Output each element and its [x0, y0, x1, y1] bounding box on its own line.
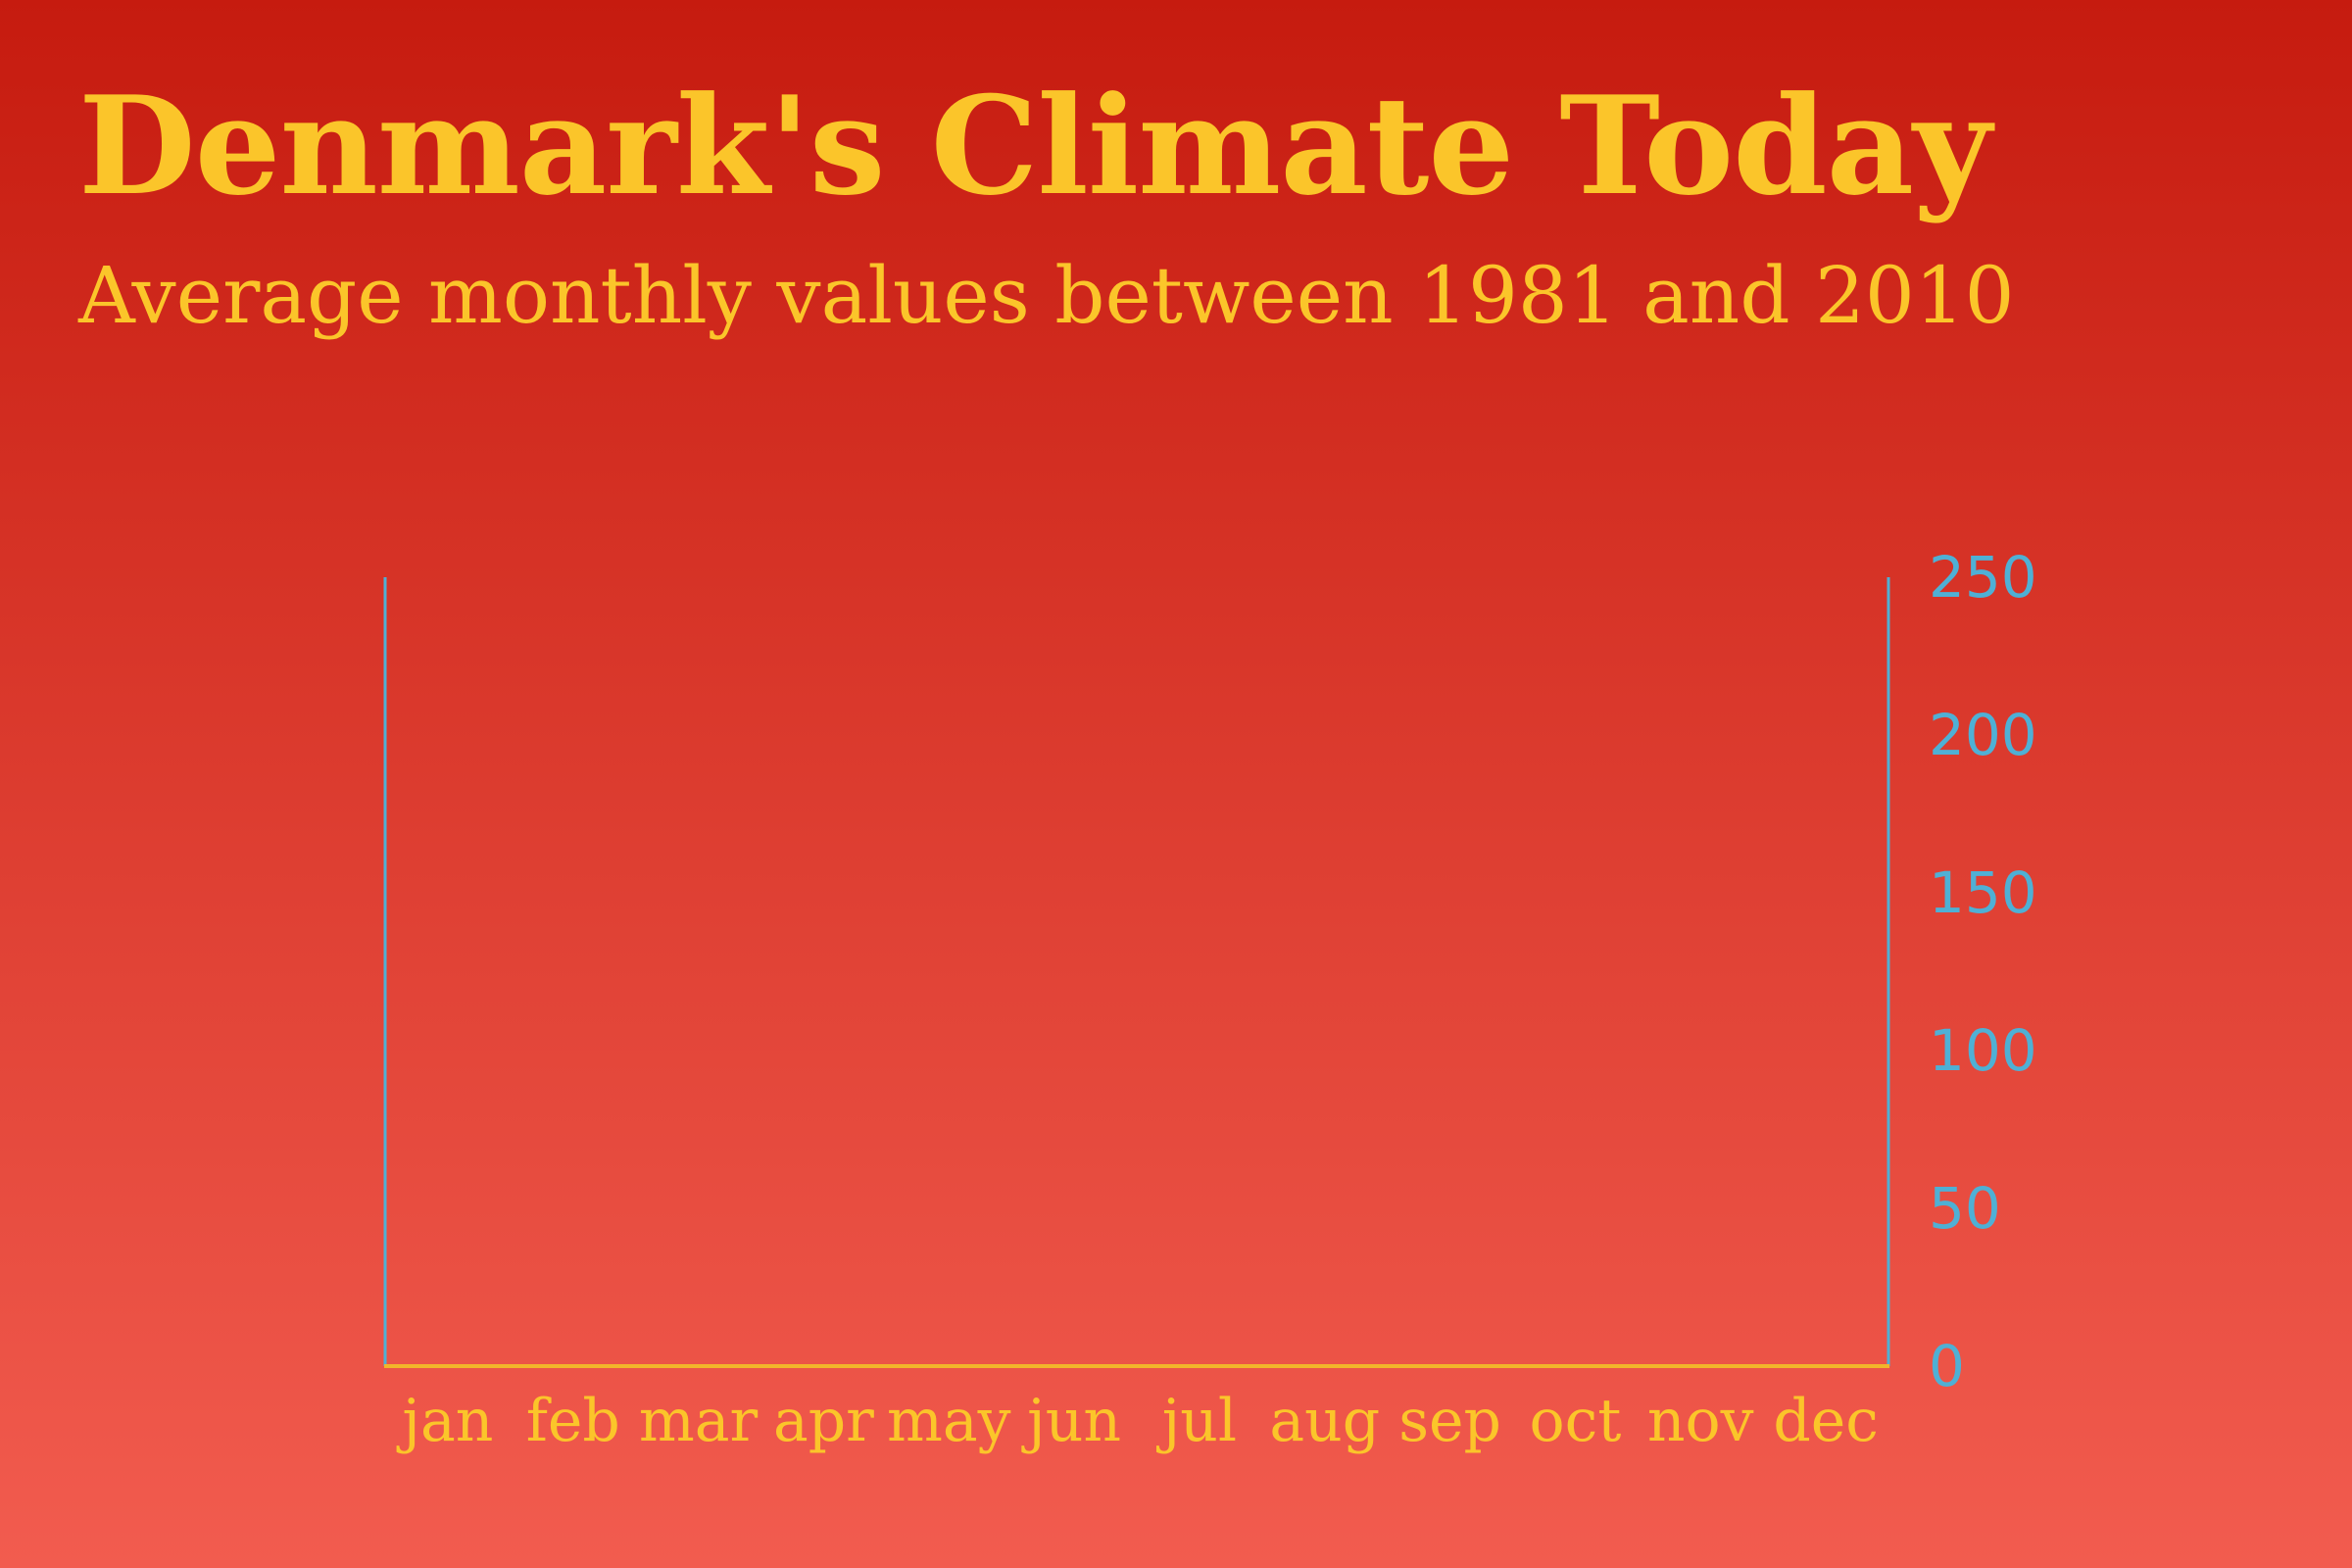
y-tick-label: 150: [1929, 859, 2037, 926]
y-tick-label: 250: [1929, 544, 2037, 611]
chart-title: Denmark's Climate Today: [78, 66, 1991, 225]
x-category-label: sep: [1398, 1387, 1501, 1455]
x-category-label: jul: [1156, 1387, 1237, 1455]
x-category-label: jan: [396, 1387, 493, 1455]
x-category-label: jun: [1021, 1387, 1121, 1455]
x-axis-ticks: jan feb mar apr may jun jul aug sep oct nov dec: [396, 1387, 1878, 1455]
x-category-label: may: [887, 1387, 1011, 1455]
chart-axes: [383, 577, 1890, 1368]
y-axis-ticks: 0 50 100 150 200 250: [1929, 544, 2037, 1399]
x-category-label: apr: [773, 1387, 874, 1455]
x-category-label: nov: [1647, 1387, 1754, 1455]
y-tick-label: 200: [1929, 702, 2037, 768]
y-tick-label: 0: [1929, 1333, 1965, 1399]
y-tick-label: 50: [1929, 1175, 2001, 1242]
x-category-label: mar: [639, 1387, 759, 1455]
x-category-label: oct: [1529, 1387, 1621, 1455]
chart-subtitle: Average monthly values between 1981 and …: [78, 250, 2015, 341]
y-tick-label: 100: [1929, 1017, 2037, 1084]
x-category-label: aug: [1269, 1387, 1380, 1455]
x-category-label: feb: [526, 1387, 620, 1455]
x-category-label: dec: [1773, 1387, 1879, 1455]
